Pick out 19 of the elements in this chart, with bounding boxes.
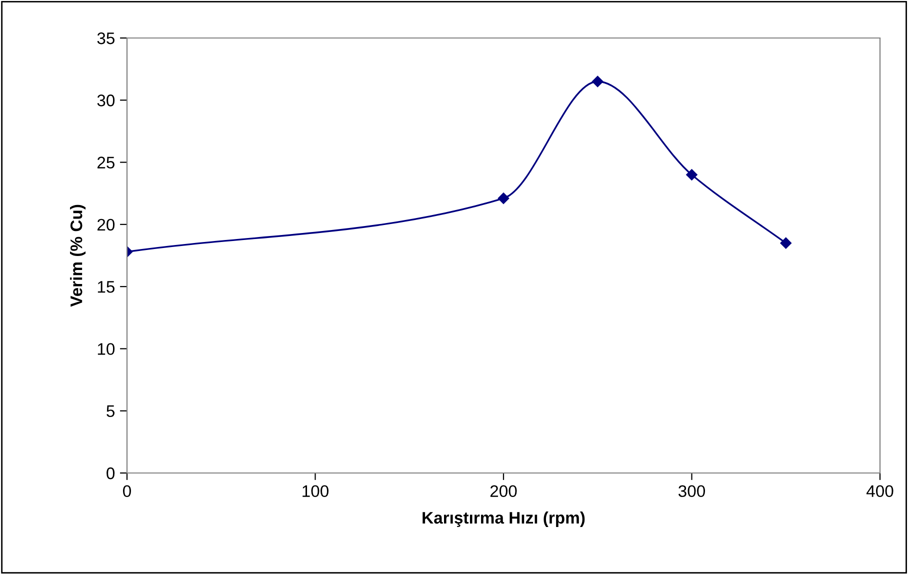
point [592, 76, 604, 88]
y-axis-title: Verim (% Cu) [70, 204, 86, 307]
x-axis-title: Karıştırma Hızı (rpm) [422, 511, 585, 527]
x-tick-label: 200 [490, 485, 517, 498]
y-tick-label: 0 [106, 467, 115, 480]
y-tick-label: 25 [97, 156, 114, 168]
y-tick-label: 30 [97, 94, 115, 106]
x-tick-label: 300 [678, 485, 706, 498]
point [686, 169, 698, 180]
y-tick-label: 5 [106, 405, 114, 418]
y-tick-label: 20 [97, 218, 115, 231]
x-tick-label: 400 [866, 485, 894, 498]
y-tick-label: 35 [97, 32, 114, 44]
x-tick-label: 0 [123, 485, 131, 498]
y-tick-label: 10 [98, 343, 115, 355]
y-tick-label: 15 [98, 281, 114, 293]
x-tick-label: 100 [302, 485, 329, 498]
point [780, 237, 792, 249]
point [498, 192, 510, 204]
